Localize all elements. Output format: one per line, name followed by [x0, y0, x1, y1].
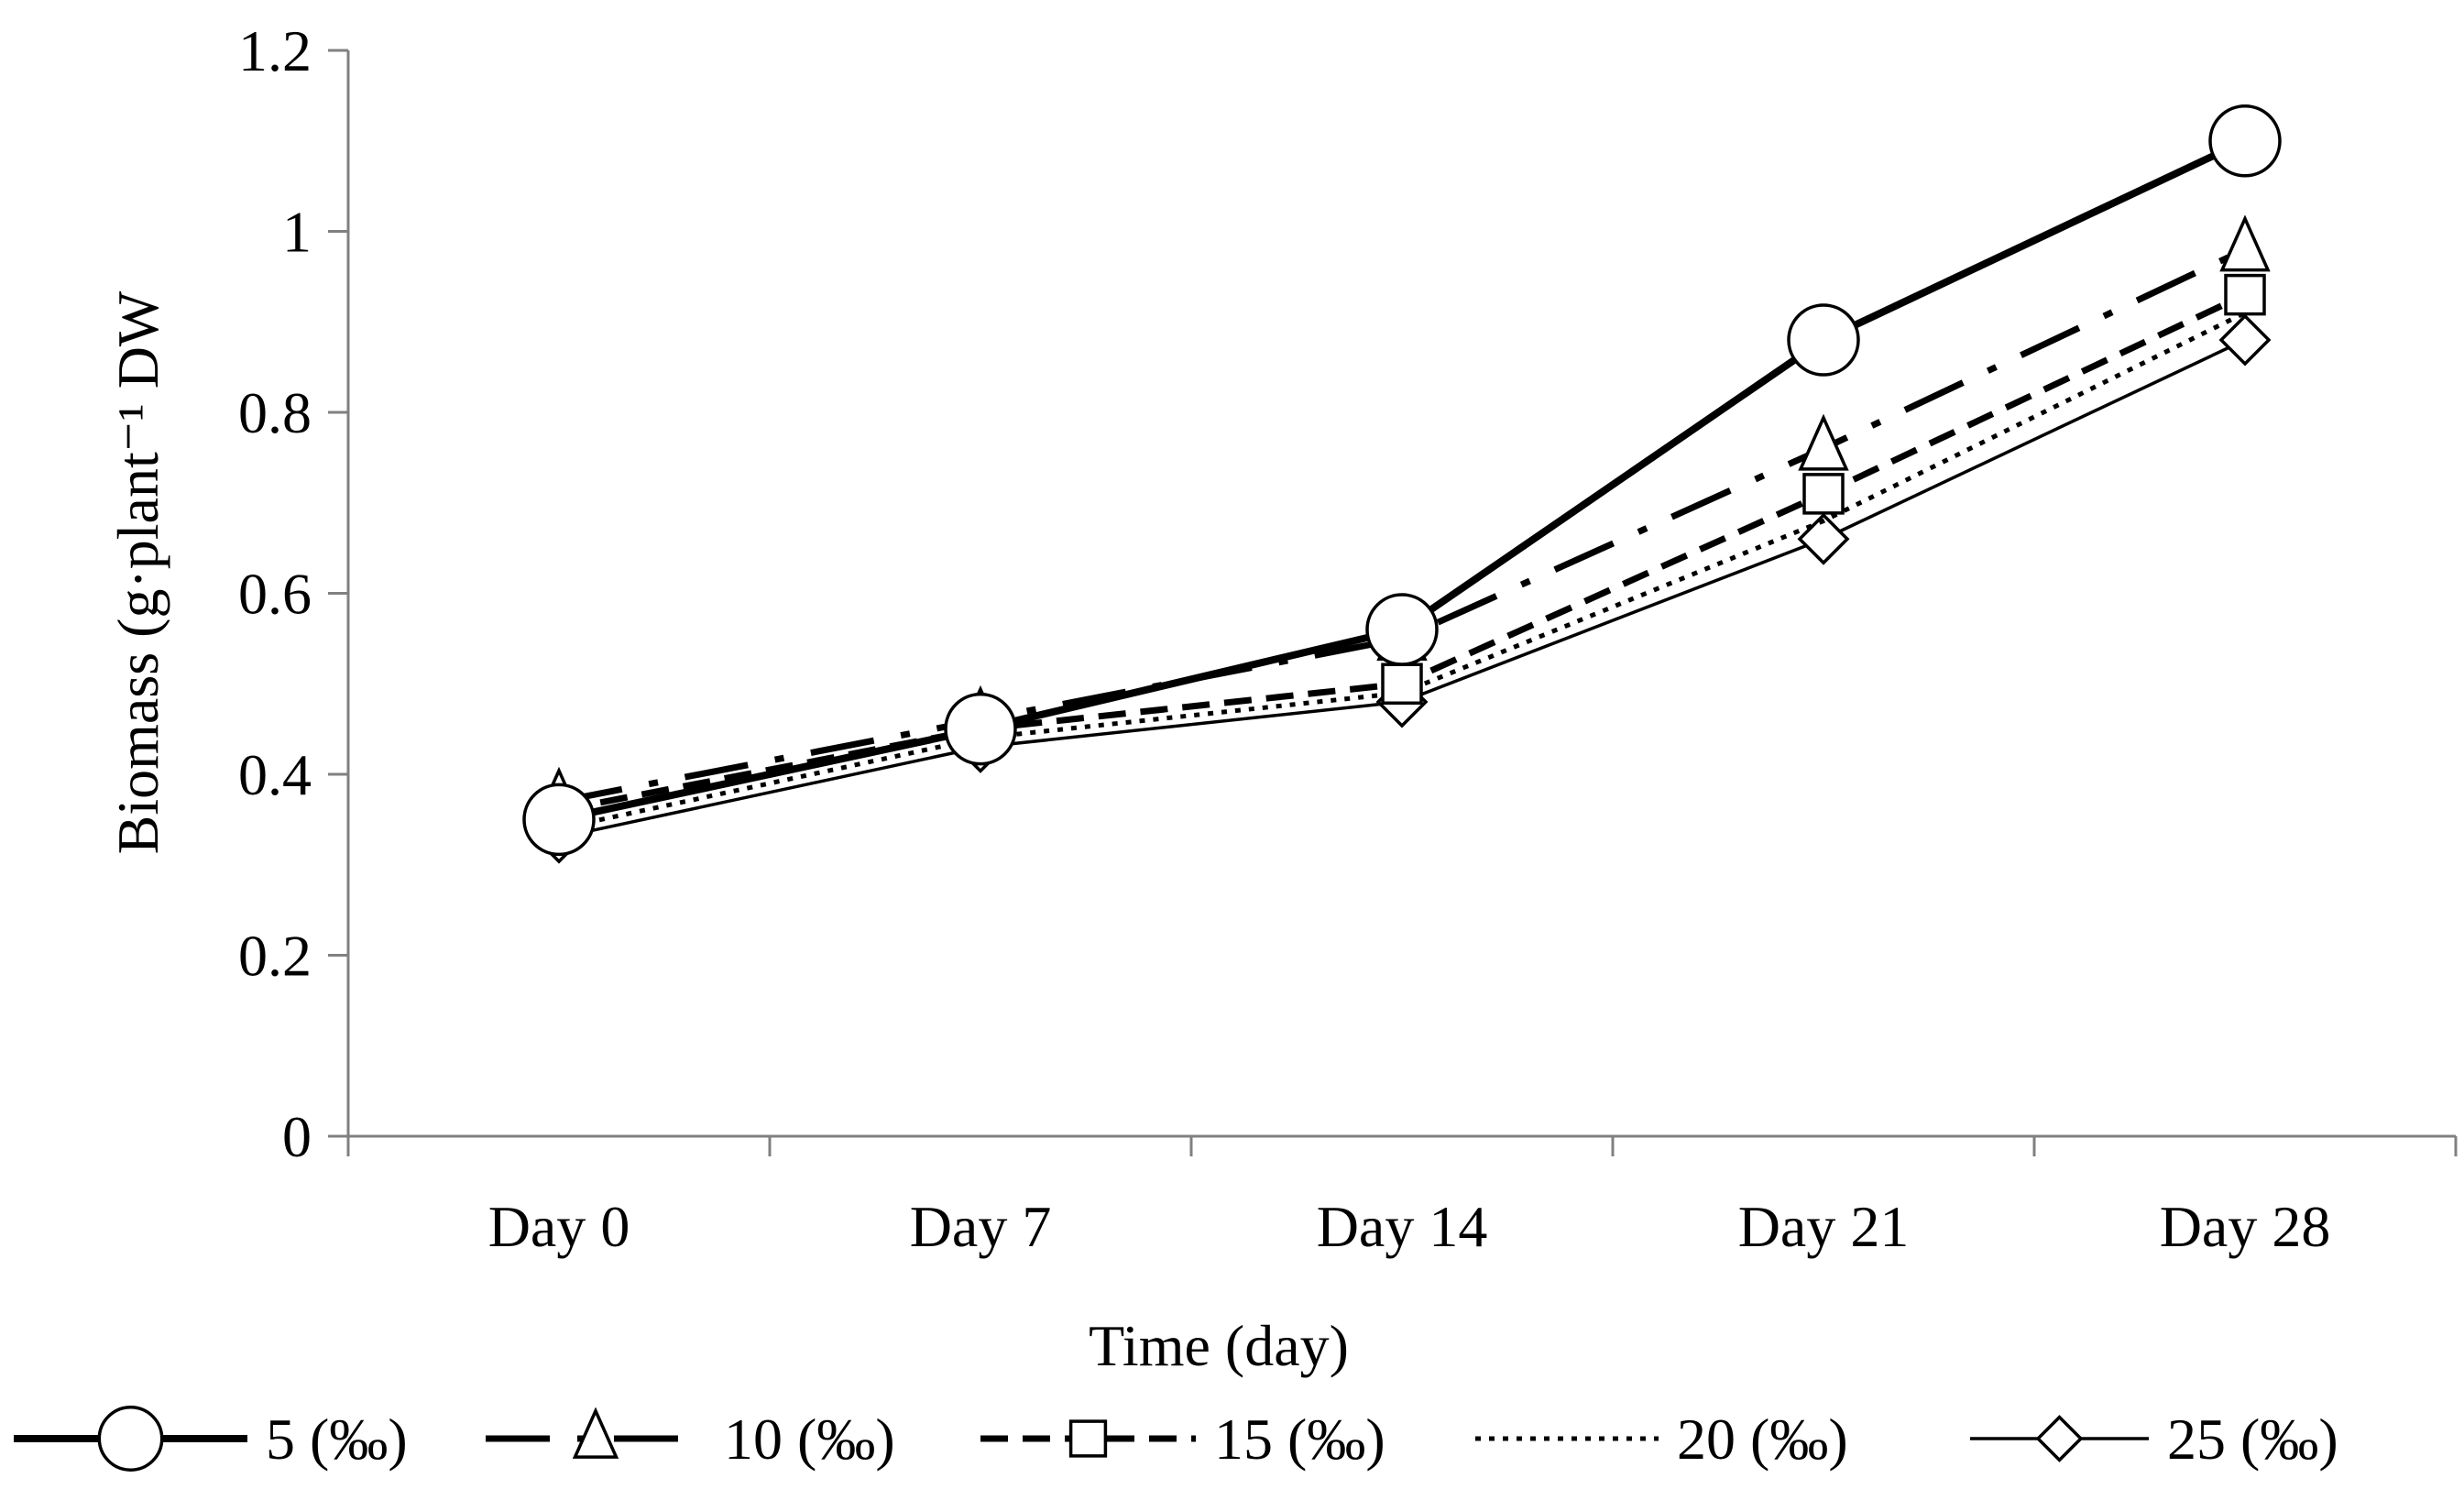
- marker-triangle: [572, 1407, 619, 1459]
- legend-entry-1: 5 (‰): [14, 1406, 408, 1472]
- y-tick-label: 1: [282, 200, 312, 265]
- marker-square: [1802, 473, 1845, 515]
- marker-diamond: [2035, 1415, 2084, 1462]
- marker-circle: [1787, 303, 1860, 377]
- axes: 0 0.2 0.4 0.6 0.8 1 1.2 Day 0 Day 7 Day 14 Day 21 D…: [238, 18, 2458, 1259]
- legend-entry-3: 15 (‰): [980, 1407, 1385, 1472]
- marker-square: [1381, 662, 1423, 705]
- marker-diamond: [2218, 313, 2272, 367]
- marker-circle: [2208, 104, 2282, 178]
- legend: 5 (‰) 10 (‰) 15 (‰) 20 (‰) 25 (‰): [14, 1406, 2338, 1472]
- y-tick-label: 0.6: [238, 562, 312, 627]
- y-tick-label: 0.2: [238, 924, 312, 989]
- marker-circle: [1365, 593, 1439, 666]
- series-1: [522, 104, 2282, 857]
- marker-square: [2224, 273, 2266, 316]
- marker-square: [1068, 1419, 1108, 1458]
- marker-circle: [522, 783, 596, 857]
- legend-entry-4: 20 (‰): [1475, 1407, 1848, 1472]
- x-tick-label: Day 0: [488, 1194, 630, 1259]
- series-layer: [522, 104, 2282, 864]
- legend-entry-5: 25 (‰): [1970, 1407, 2338, 1472]
- legend-label: 10 (‰): [724, 1407, 895, 1472]
- x-tick-label: Day 21: [1738, 1194, 1910, 1259]
- marker-triangle: [1798, 413, 1849, 471]
- legend-label: 15 (‰): [1214, 1407, 1385, 1472]
- legend-label: 20 (‰): [1677, 1407, 1848, 1472]
- y-tick-label: 1.2: [238, 18, 312, 83]
- x-tick-label: Day 7: [910, 1194, 1052, 1259]
- x-tick-label: Day 28: [2160, 1194, 2331, 1259]
- series-2: [533, 214, 2271, 824]
- legend-entry-2: 10 (‰): [486, 1407, 895, 1472]
- y-axis-title: Biomass (g·plant⁻¹ DW: [105, 290, 170, 854]
- y-tick-label: 0.8: [238, 380, 312, 445]
- series-5: [532, 313, 2272, 864]
- legend-label: 5 (‰): [266, 1407, 408, 1472]
- series-3: [538, 273, 2266, 832]
- marker-circle: [97, 1406, 164, 1472]
- x-tick-label: Day 14: [1317, 1194, 1488, 1259]
- legend-label: 25 (‰): [2167, 1407, 2338, 1472]
- y-tick-label: 0.4: [238, 742, 312, 807]
- y-tick-label: 0: [282, 1104, 312, 1169]
- marker-circle: [944, 692, 1017, 766]
- x-axis-title: Time (day): [1089, 1313, 1349, 1378]
- marker-triangle: [2219, 214, 2271, 272]
- series-line: [558, 246, 2247, 805]
